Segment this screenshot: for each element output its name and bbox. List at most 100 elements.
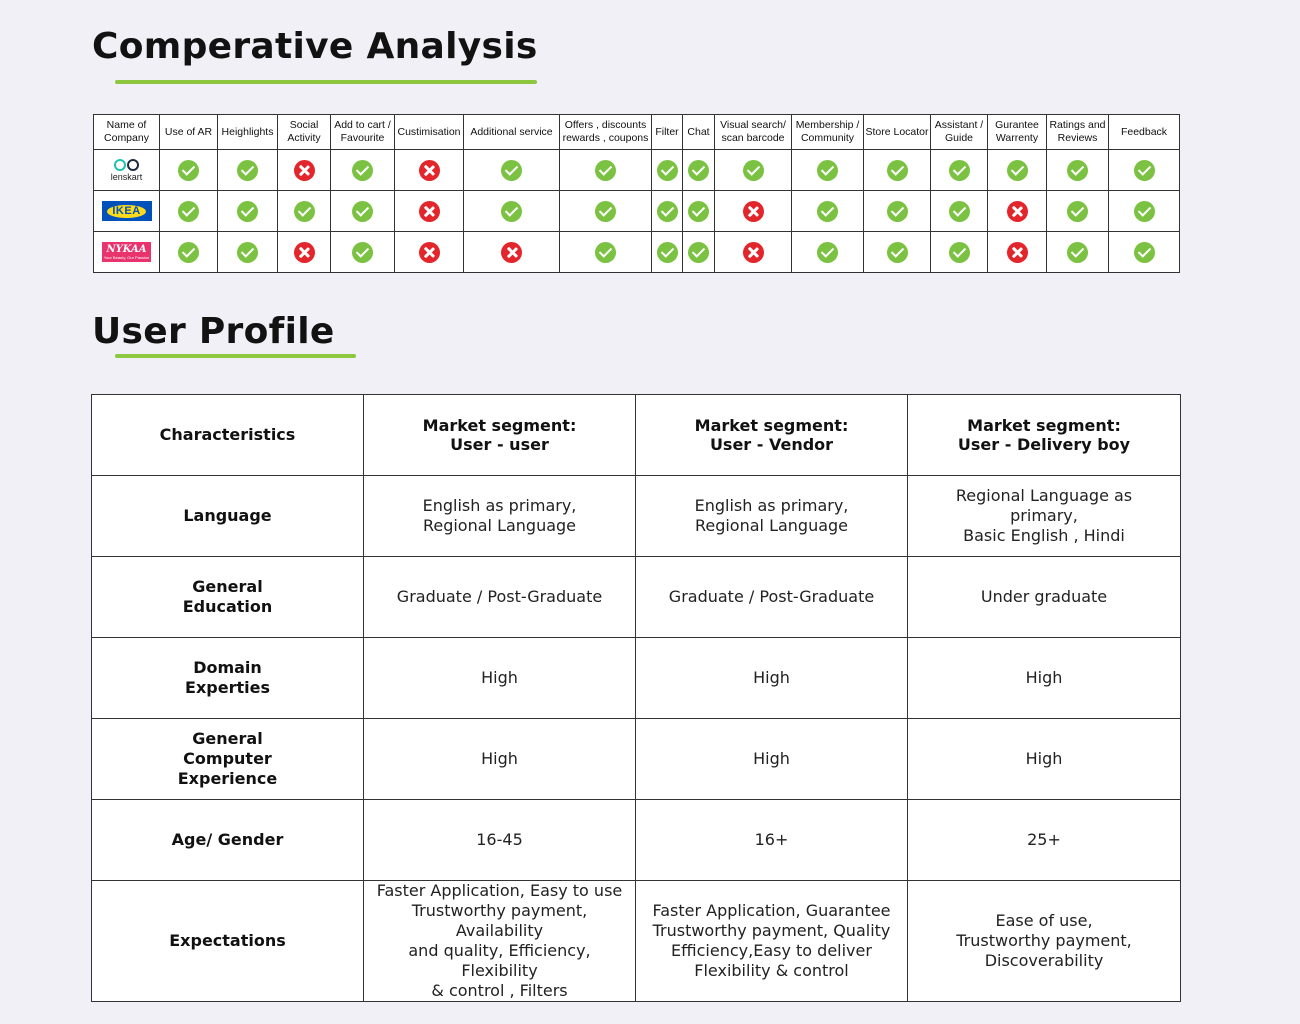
check-icon <box>688 200 709 222</box>
feature-cell <box>987 231 1047 273</box>
feature-cell <box>682 190 715 232</box>
feature-cell <box>1108 231 1180 273</box>
row-label: Language <box>91 475 364 557</box>
check-icon <box>352 200 373 222</box>
feature-cell <box>1108 149 1180 191</box>
feature-cell <box>559 231 652 273</box>
company-row: lenskart <box>93 149 1180 191</box>
check-icon <box>352 159 373 181</box>
row-label: General Education <box>91 556 364 638</box>
profile-row-language: Language English as primary, Regional La… <box>91 475 1181 557</box>
logo-tagline: Your Beauty, Our Passion <box>103 254 150 260</box>
check-icon <box>1067 159 1088 181</box>
check-icon <box>1133 200 1155 222</box>
check-icon <box>178 159 199 181</box>
check-icon <box>742 159 764 181</box>
segment-user-header: Market segment: User - user <box>363 394 636 476</box>
check-icon <box>1006 159 1028 181</box>
cell-delivery: 25+ <box>907 799 1181 881</box>
check-icon <box>237 200 258 222</box>
check-icon <box>1067 200 1088 222</box>
feature-cell <box>159 190 218 232</box>
feature-cell <box>463 190 560 232</box>
feature-cell <box>217 149 278 191</box>
segment-delivery-header: Market segment: User - Delivery boy <box>907 394 1181 476</box>
column-header: Membership / Community <box>791 114 864 150</box>
check-icon <box>501 159 522 181</box>
feature-cell <box>463 231 560 273</box>
column-header: Add to cart / Favourite <box>330 114 395 150</box>
title-underline <box>115 80 537 84</box>
cell-vendor: High <box>635 637 908 719</box>
profile-row-age: Age/ Gender 16-45 16+ 25+ <box>91 799 1181 881</box>
column-header: Custimisation <box>394 114 464 150</box>
column-header: Filter <box>651 114 683 150</box>
feature-cell <box>159 231 218 273</box>
cross-icon <box>742 241 764 263</box>
row-label: Domain Experties <box>91 637 364 719</box>
column-header: Chat <box>682 114 715 150</box>
feature-cell <box>559 190 652 232</box>
cell-vendor: 16+ <box>635 799 908 881</box>
cross-icon <box>742 200 764 222</box>
check-icon <box>656 241 678 263</box>
cross-icon <box>1006 241 1028 263</box>
feature-cell <box>277 190 331 232</box>
profile-header-row: Characteristics Market segment: User - u… <box>91 394 1181 476</box>
feature-cell <box>394 190 464 232</box>
cell-user: Graduate / Post-Graduate <box>363 556 636 638</box>
company-logo-cell: NYKAA Your Beauty, Our Passion <box>93 231 160 273</box>
feature-cell <box>791 190 864 232</box>
feature-cell <box>1108 190 1180 232</box>
cross-icon <box>293 241 315 263</box>
check-icon <box>501 200 522 222</box>
glasses-icon <box>113 158 139 171</box>
user-profile-table: Characteristics Market segment: User - u… <box>91 394 1181 1002</box>
column-header: Name of Company <box>93 114 160 150</box>
ikea-logo: IKEA <box>101 201 152 221</box>
feature-cell <box>277 231 331 273</box>
column-header: Assistant / Guide <box>930 114 988 150</box>
user-profile-title: User Profile <box>92 311 335 352</box>
cross-icon <box>1006 200 1028 222</box>
column-header: Additional service <box>463 114 560 150</box>
cell-user: 16-45 <box>363 799 636 881</box>
check-icon <box>237 159 258 181</box>
check-icon <box>1133 159 1155 181</box>
feature-cell <box>791 231 864 273</box>
nykaa-logo: NYKAA Your Beauty, Our Passion <box>102 242 151 262</box>
feature-cell <box>394 231 464 273</box>
segment-vendor-header: Market segment: User - Vendor <box>635 394 908 476</box>
title-underline <box>115 354 356 358</box>
cell-delivery: Under graduate <box>907 556 1181 638</box>
feature-cell <box>863 231 931 273</box>
check-icon <box>886 159 908 181</box>
column-header: Feedback <box>1108 114 1180 150</box>
company-logo-cell: lenskart <box>93 149 160 191</box>
cell-vendor: Faster Application, Guarantee Trustworth… <box>635 880 908 1002</box>
logo-text: lenskart <box>110 171 143 182</box>
profile-row-education: General Education Graduate / Post-Gradua… <box>91 556 1181 638</box>
feature-cell <box>714 190 792 232</box>
comparative-analysis-title: Comperative Analysis <box>92 26 538 67</box>
check-icon <box>688 159 709 181</box>
comparative-table: Name of Company Use of AR Heighlights Socia… <box>93 114 1180 273</box>
row-label: General Computer Experience <box>91 718 364 800</box>
column-header: Use of AR <box>159 114 218 150</box>
check-icon <box>1133 241 1155 263</box>
check-icon <box>886 241 908 263</box>
characteristics-header: Characteristics <box>91 394 364 476</box>
cell-user: High <box>363 718 636 800</box>
column-header: Social Activity <box>277 114 331 150</box>
cell-user: High <box>363 637 636 719</box>
check-icon <box>595 159 616 181</box>
comparative-body: lenskart IKEA NYKAA Your Beauty, Our Passio… <box>93 149 1180 273</box>
feature-cell <box>330 149 395 191</box>
column-header: Offers , discounts rewards , coupons <box>559 114 652 150</box>
feature-cell <box>394 149 464 191</box>
check-icon <box>886 200 908 222</box>
row-label: Age/ Gender <box>91 799 364 881</box>
company-row: NYKAA Your Beauty, Our Passion <box>93 231 1180 273</box>
check-icon <box>293 200 315 222</box>
row-label: Expectations <box>91 880 364 1002</box>
